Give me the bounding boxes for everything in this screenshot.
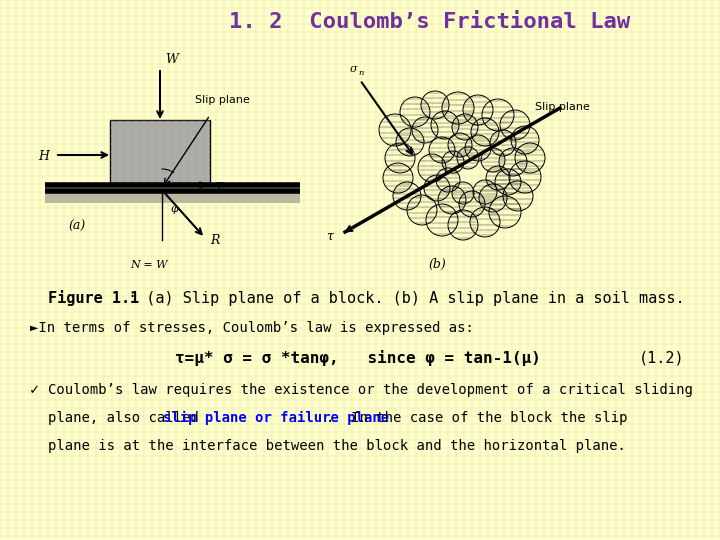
Text: (a): (a) (68, 220, 85, 233)
Text: .  In the case of the block the slip: . In the case of the block the slip (326, 411, 628, 425)
Text: : (a) Slip plane of a block. (b) A slip plane in a soil mass.: : (a) Slip plane of a block. (b) A slip … (128, 291, 685, 306)
Text: N = W: N = W (130, 260, 168, 270)
Text: φ: φ (170, 204, 178, 214)
Text: W: W (165, 53, 178, 66)
Text: n: n (358, 69, 364, 77)
Text: σ: σ (350, 64, 358, 74)
Text: R: R (210, 234, 220, 247)
Text: τ=μ* σ = σ *tanφ,   since φ = tan-1(μ): τ=μ* σ = σ *tanφ, since φ = tan-1(μ) (175, 350, 541, 366)
Bar (110, 120, 210, 185)
Text: slip plane or failure plane: slip plane or failure plane (163, 411, 389, 425)
Text: 1. 2  Coulomb’s Frictional Law: 1. 2 Coulomb’s Frictional Law (230, 12, 631, 32)
Text: (1.2): (1.2) (639, 350, 685, 366)
Text: Figure 1.1: Figure 1.1 (48, 290, 139, 306)
Text: Coulomb’s law requires the existence or the development of a critical sliding: Coulomb’s law requires the existence or … (48, 383, 693, 397)
Text: Slip plane: Slip plane (535, 102, 590, 112)
Text: T: T (215, 182, 222, 192)
Text: Slip plane: Slip plane (195, 95, 250, 105)
Text: τ: τ (326, 230, 333, 243)
Text: ✓: ✓ (30, 382, 39, 397)
Text: ►In terms of stresses, Coulomb’s law is expressed as:: ►In terms of stresses, Coulomb’s law is … (30, 321, 474, 335)
Text: (b): (b) (428, 258, 446, 271)
Bar (45, 191, 300, 203)
Text: plane is at the interface between the block and the horizontal plane.: plane is at the interface between the bl… (48, 439, 626, 453)
Text: H: H (38, 150, 49, 163)
Text: plane, also called: plane, also called (48, 411, 207, 425)
